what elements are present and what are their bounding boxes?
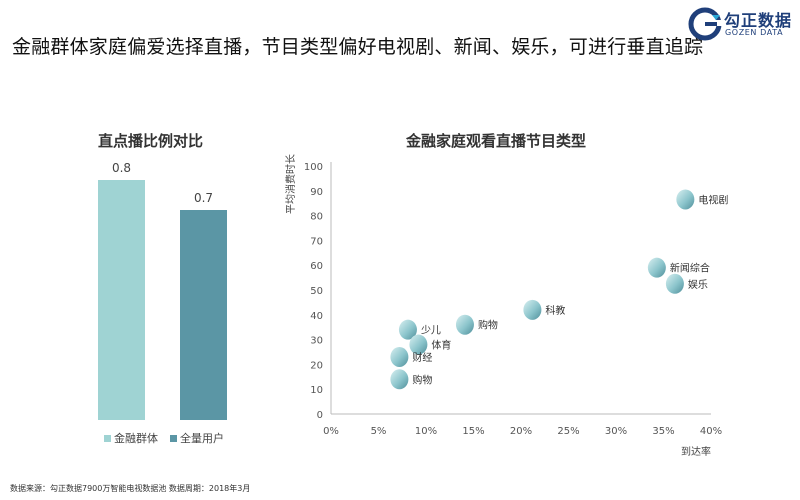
scatter-point-7 xyxy=(390,346,409,367)
scatter-point-label-8: 购物 xyxy=(412,373,432,386)
y-tick-label-8: 80 xyxy=(310,212,323,223)
scatter-point-label-2: 娱乐 xyxy=(688,278,708,291)
scatter-point-label-3: 科教 xyxy=(545,304,565,317)
scatter-point-label-6: 体育 xyxy=(431,339,451,352)
x-tick-label-2: 10% xyxy=(415,426,437,437)
x-tick-label-3: 15% xyxy=(462,426,484,437)
page-headline: 金融群体家庭偏爱选择直播，节目类型偏好电视剧、新闻、娱乐，可进行垂直追踪 xyxy=(12,36,704,58)
y-tick-label-10: 100 xyxy=(304,162,323,173)
y-tick-label-3: 30 xyxy=(310,336,323,347)
x-tick-label-7: 35% xyxy=(652,426,674,437)
legend-label-1: 全量用户 xyxy=(180,431,224,445)
y-axis-title: 平均消费时长 xyxy=(284,154,297,214)
x-tick-label-4: 20% xyxy=(510,426,532,437)
bar-value-label-1: 0.7 xyxy=(194,191,213,205)
x-tick-label-6: 30% xyxy=(605,426,627,437)
scatter-point-label-5: 少儿 xyxy=(421,325,441,337)
y-tick-label-0: 0 xyxy=(317,410,323,421)
scatter-point-1 xyxy=(647,257,666,278)
y-tick-label-4: 40 xyxy=(310,311,323,322)
data-source-note: 数据来源：勾正数据7900万智能电视数据池 数据周期：2018年3月 xyxy=(10,484,251,493)
x-tick-label-8: 40% xyxy=(700,426,722,437)
scatter-point-label-0: 电视剧 xyxy=(698,193,728,206)
scatter-point-2 xyxy=(665,273,684,294)
legend-swatch-1 xyxy=(170,435,177,442)
scatter-point-label-7: 财经 xyxy=(412,351,432,364)
bar-chart-title: 直点播比例对比 xyxy=(98,132,204,150)
x-tick-label-0: 0% xyxy=(323,426,339,437)
x-tick-label-1: 5% xyxy=(371,426,387,437)
y-tick-label-7: 70 xyxy=(310,236,323,247)
scatter-point-3 xyxy=(523,299,542,320)
bar-0 xyxy=(98,180,145,420)
scatter-point-5 xyxy=(398,319,417,340)
bar-1 xyxy=(180,210,227,420)
logo-text-cn: 勾正数据 xyxy=(724,11,793,30)
y-tick-label-9: 90 xyxy=(310,187,323,198)
scatter-chart-title: 金融家庭观看直播节目类型 xyxy=(406,132,587,150)
x-tick-label-5: 25% xyxy=(557,426,579,437)
y-tick-label-5: 50 xyxy=(310,286,323,297)
x-axis-title: 到达率 xyxy=(681,445,711,458)
bar-value-label-0: 0.8 xyxy=(112,161,131,175)
scatter-point-4 xyxy=(455,314,474,335)
logo-text-en: GOZEN DATA xyxy=(725,28,784,37)
scatter-point-0 xyxy=(676,189,695,210)
logo-mark-icon xyxy=(688,7,724,41)
y-tick-label-6: 60 xyxy=(310,261,323,272)
y-tick-label-1: 10 xyxy=(310,385,323,396)
legend-swatch-0 xyxy=(104,435,111,442)
scatter-point-8 xyxy=(390,369,409,390)
brand-logo: 勾正数据 GOZEN DATA xyxy=(688,6,796,42)
scatter-point-label-1: 新闻综合 xyxy=(670,262,710,275)
scatter-point-6 xyxy=(409,334,428,355)
y-tick-label-2: 20 xyxy=(310,360,323,371)
legend-label-0: 金融群体 xyxy=(114,431,158,445)
scatter-point-label-4: 购物 xyxy=(478,319,498,332)
